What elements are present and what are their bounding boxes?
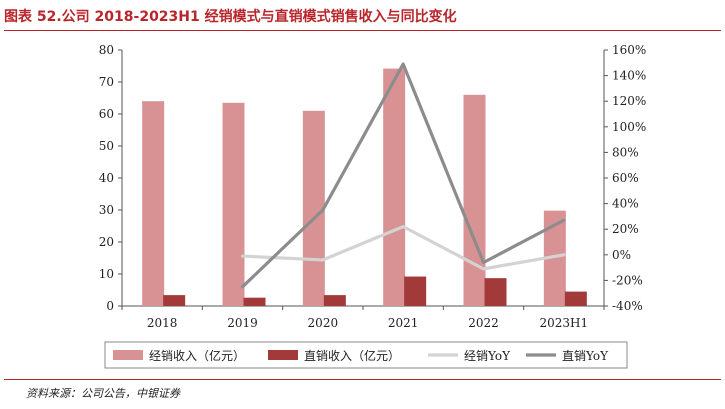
left-axis-tick-label: 50 [99, 139, 114, 153]
bar-direct-revenue [163, 295, 186, 306]
bar-dealer-revenue [142, 101, 165, 306]
legend-swatch [268, 350, 298, 360]
right-axis-tick-label: 140% [612, 69, 646, 83]
left-axis-tick-label: 40 [99, 171, 114, 185]
line-direct-yoy [240, 62, 566, 289]
right-axis-tick-label: 160% [612, 43, 646, 57]
right-axis-tick-label: 40% [612, 197, 639, 211]
legend-box [104, 341, 628, 369]
chart-title: 图表 52.公司 2018-2023H1 经销模式与直销模式销售收入与同比变化 [4, 9, 457, 25]
bar-dealer-revenue [543, 210, 566, 306]
line-dealer-yoy [240, 225, 566, 271]
x-axis-tick-label: 2022 [468, 316, 499, 330]
legend-label: 经销YoY [464, 349, 511, 363]
bar-dealer-revenue [383, 68, 406, 306]
left-axis-tick-label: 10 [99, 267, 114, 281]
right-axis-tick-label: 20% [612, 222, 639, 236]
bar-direct-revenue [484, 278, 507, 306]
x-axis-tick-label: 2021 [388, 316, 419, 330]
left-axis-tick-label: 0 [106, 299, 114, 313]
x-axis-tick-label: 2019 [227, 316, 258, 330]
left-axis-tick-label: 30 [99, 203, 114, 217]
bar-dealer-revenue [302, 110, 325, 306]
left-axis-tick-label: 20 [99, 235, 114, 249]
right-axis-tick-label: -20% [612, 273, 643, 287]
x-axis-tick-label: 2020 [308, 316, 339, 330]
legend-label: 经销收入（亿元） [149, 348, 245, 363]
left-axis-tick-label: 60 [99, 107, 114, 121]
bar-direct-revenue [243, 297, 266, 306]
right-axis-tick-label: 100% [612, 120, 646, 134]
left-axis-tick-label: 70 [99, 75, 114, 89]
bar-direct-revenue [404, 276, 427, 306]
legend-swatch [113, 350, 143, 360]
bar-dealer-revenue [463, 94, 486, 306]
legend-label: 直销收入（亿元） [304, 348, 400, 363]
footer-divider [4, 379, 721, 380]
left-axis-tick-label: 80 [99, 43, 114, 57]
bar-dealer-revenue [222, 102, 245, 306]
source-note: 资料来源：公司公告，中银证券 [26, 387, 180, 400]
bar-direct-revenue [323, 295, 346, 306]
legend-label: 直销YoY [562, 349, 609, 363]
right-axis-tick-label: 120% [612, 94, 646, 108]
right-axis-tick-label: -40% [612, 299, 643, 313]
right-axis-tick-label: 60% [612, 171, 639, 185]
right-axis-tick-label: 80% [612, 145, 639, 159]
x-axis-tick-label: 2023H1 [540, 316, 589, 330]
right-axis-tick-label: 0% [612, 248, 631, 262]
bar-direct-revenue [564, 291, 587, 306]
x-axis-tick-label: 2018 [147, 316, 178, 330]
title-divider [4, 30, 721, 31]
